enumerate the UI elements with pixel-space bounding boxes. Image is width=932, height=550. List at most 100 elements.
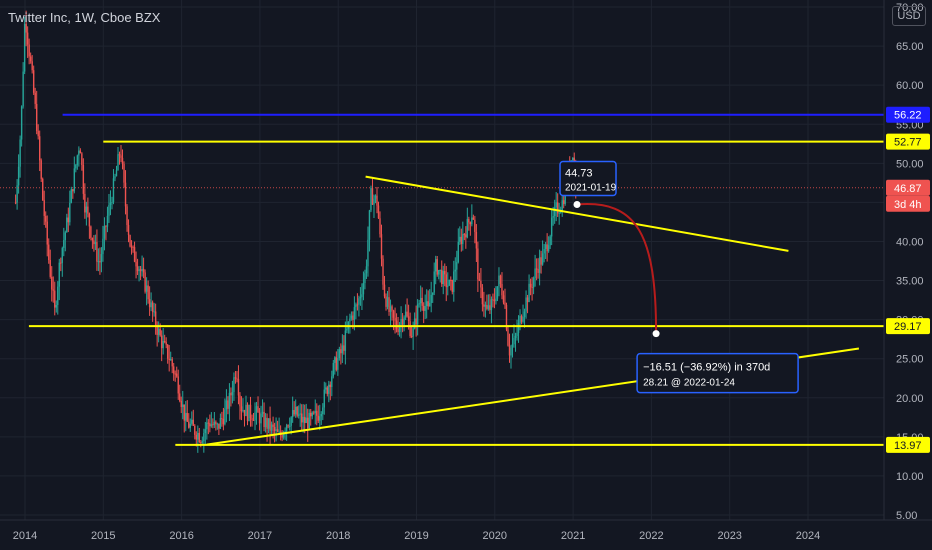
candle-body [233,377,235,393]
candle-body [96,242,98,262]
measurement-tool[interactable]: 44.73 2021-01-19 −16.51 (−36.92%) in 370d 2… [559,160,799,394]
candle-body [162,340,164,349]
candle-body [481,287,484,305]
time-tick-label: 2014 [13,530,37,542]
candle-body [281,435,283,438]
candle-body [200,442,202,444]
candle-body [477,248,479,280]
candle-body [72,189,74,192]
candle-body [444,270,446,275]
candle-body [213,421,216,426]
time-tick-label: 2017 [248,530,272,542]
candle-body [163,340,166,343]
candle-body [160,335,163,349]
candle-body [90,226,92,238]
candle-body [54,290,56,308]
time-tick-label: 2021 [561,530,585,542]
candle-body [400,318,402,325]
candle-body [60,262,62,264]
candle-body [320,414,322,417]
candle-body [276,429,279,432]
candle-body [370,188,372,211]
candle-body [176,373,178,377]
time-axis[interactable]: 2014 2015 2016 2017 2018 2019 2020 2021 2022 2023… [0,519,932,542]
candle-body [195,434,197,440]
candle-body [94,242,97,245]
trend-lines[interactable] [206,175,860,446]
candle-body [406,311,408,317]
candle-body [186,412,188,422]
candle-body [374,195,377,199]
candle-body [502,295,505,303]
candle-body [123,163,125,183]
candle-body [278,431,280,433]
price-axis[interactable]: 70.0065.0060.0055.0050.0045.0040.0035.00… [883,0,932,550]
candle-body [329,384,332,387]
candle-body [87,206,89,214]
candle-body [413,318,416,329]
candle-body [224,409,226,425]
candle-body [266,417,268,429]
candle-body [67,217,70,223]
candle-body [350,315,353,319]
candle-body [555,202,557,208]
candle-body [227,400,229,409]
candle-body [483,304,485,307]
candle-body [192,419,194,426]
candle-body [70,189,73,203]
candle-body [81,153,83,166]
candle-body [546,244,548,252]
candle-body [154,311,157,327]
candle-body [106,215,109,227]
candle-body [425,301,428,307]
candle-body [64,232,66,241]
candle-body [355,304,357,308]
candle-body [183,404,185,421]
candle-body [523,311,526,317]
candle-body [130,246,133,248]
candle-body [48,244,50,261]
price-axis-bg [884,0,932,550]
candle-body [344,330,347,351]
horizontal-levels[interactable] [0,113,884,446]
candle-body [255,406,258,413]
candle-body [353,307,356,320]
candle-body [484,304,487,307]
candle-body [322,407,324,415]
candle-body [51,276,53,290]
candle-body [492,299,494,301]
countdown-tag-bg [886,195,930,212]
candle-body [297,414,300,416]
candle-body [304,416,306,423]
price-tick-label: 50.00 [896,158,924,170]
candle-body [29,56,32,62]
candle-body [17,166,20,186]
candle-body [225,400,228,410]
candle-body [142,268,145,273]
candle-body [441,269,443,285]
candle-body [207,422,210,424]
candle-body [371,188,374,205]
candle-body [105,226,107,228]
level-tag-bg [886,133,930,150]
candle-body [358,298,360,305]
candle-body [397,329,399,333]
candle-body [541,253,544,265]
candle-body [79,150,82,154]
candle-body [228,392,231,409]
level-tag: 13.97 [894,440,922,452]
level-tag-bg [886,106,930,123]
current-price-tag: 46.87 [894,183,922,195]
candle-body [111,201,113,203]
candle-body [82,165,85,194]
candle-body [179,393,181,401]
candle-body [317,415,319,421]
currency-button[interactable]: USD [892,6,926,26]
candle-body [145,285,148,292]
price-tick-label: 60.00 [896,80,924,92]
candle-body [174,373,176,375]
candle-body [245,404,247,417]
candle-body [475,231,478,249]
candle-body [57,286,59,305]
